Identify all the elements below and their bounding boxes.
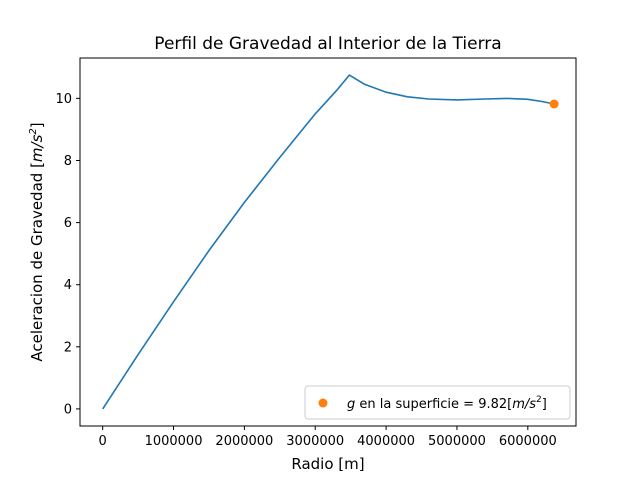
y-tick-label: 4: [64, 278, 72, 293]
chart-title: Perfil de Gravedad al Interior de la Tie…: [154, 34, 501, 54]
x-tick-label: 4000000: [357, 434, 415, 449]
x-tick-label: 3000000: [286, 434, 344, 449]
y-tick-label: 0: [64, 402, 72, 417]
y-tick-label: 10: [55, 92, 72, 107]
gravity-profile-line: [102, 74, 555, 410]
x-tick-label: 6000000: [499, 434, 557, 449]
x-axis-label: Radio [m]: [291, 455, 364, 473]
axes-frame: [79, 57, 577, 427]
x-axis-ticks: 0 1000000 2000000 3000000 4000000 5000000 6000…: [99, 426, 557, 449]
y-tick-label: 2: [64, 340, 72, 355]
legend: g en la superficie = 9.82[m/s2]: [304, 385, 571, 420]
x-tick-label: 2000000: [215, 434, 273, 449]
y-tick-label: 8: [64, 154, 72, 169]
y-axis-label: Aceleracion de Gravedad [m/s2]: [28, 122, 46, 361]
x-tick-label: 5000000: [428, 434, 486, 449]
x-tick-label: 1000000: [145, 434, 203, 449]
x-tick-label: 0: [99, 434, 107, 449]
legend-marker-icon: [318, 398, 328, 408]
legend-box: [304, 385, 571, 420]
y-axis-ticks: 0 2 4 6 8 10: [55, 92, 80, 417]
surface-gravity-point: [549, 99, 559, 109]
plot-area: [79, 57, 577, 427]
legend-entry-surface-gravity: g en la superficie = 9.82[m/s2]: [347, 395, 547, 412]
y-tick-label: 6: [64, 216, 72, 231]
